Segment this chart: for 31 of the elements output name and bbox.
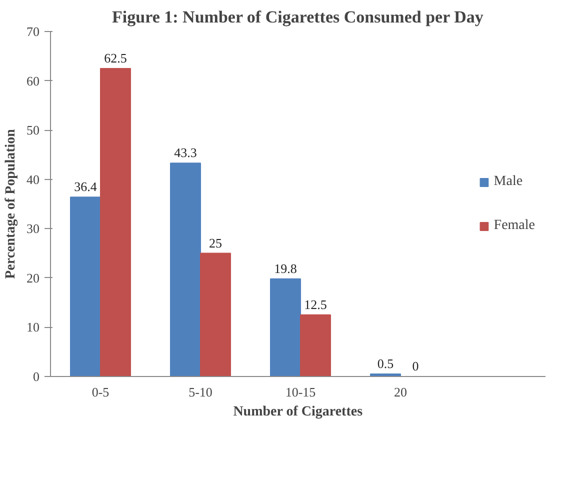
data-label: 0 (412, 358, 419, 374)
x-tick-label: 0-5 (92, 384, 110, 400)
data-label: 43.3 (174, 145, 197, 160)
y-tick-label: 50 (26, 122, 40, 138)
y-tick-label: 40 (26, 172, 40, 187)
y-tick-label: 20 (26, 270, 40, 286)
chart-title: Figure 1: Number of Cigarettes Consumed per Day (112, 8, 484, 26)
y-tick-label: 70 (26, 24, 40, 39)
bar (300, 314, 331, 376)
legend-label: Female (494, 218, 535, 234)
y-tick-label: 10 (26, 320, 40, 335)
y-tick-label: 0 (33, 369, 40, 384)
bar (170, 162, 201, 376)
data-label: 0.5 (377, 356, 394, 372)
bar (100, 68, 131, 376)
data-label: 19.8 (274, 260, 297, 276)
y-axis-title: Percentage of Population (4, 128, 18, 279)
bar (270, 278, 301, 376)
legend-label: Male (494, 174, 523, 190)
y-tick-label: 30 (26, 221, 40, 236)
y-tick-label: 60 (26, 73, 40, 88)
x-axis-title: Number of Cigarettes (233, 404, 364, 420)
x-tick-label: 10-15 (285, 384, 316, 400)
x-tick-label: 20 (394, 384, 407, 400)
data-label: 25 (209, 235, 222, 250)
bar (200, 252, 231, 376)
bar (70, 196, 101, 376)
data-label: 36.4 (74, 179, 98, 194)
data-label: 62.5 (104, 50, 127, 66)
data-label: 12.5 (304, 296, 327, 312)
x-tick-label: 5-10 (188, 384, 212, 400)
